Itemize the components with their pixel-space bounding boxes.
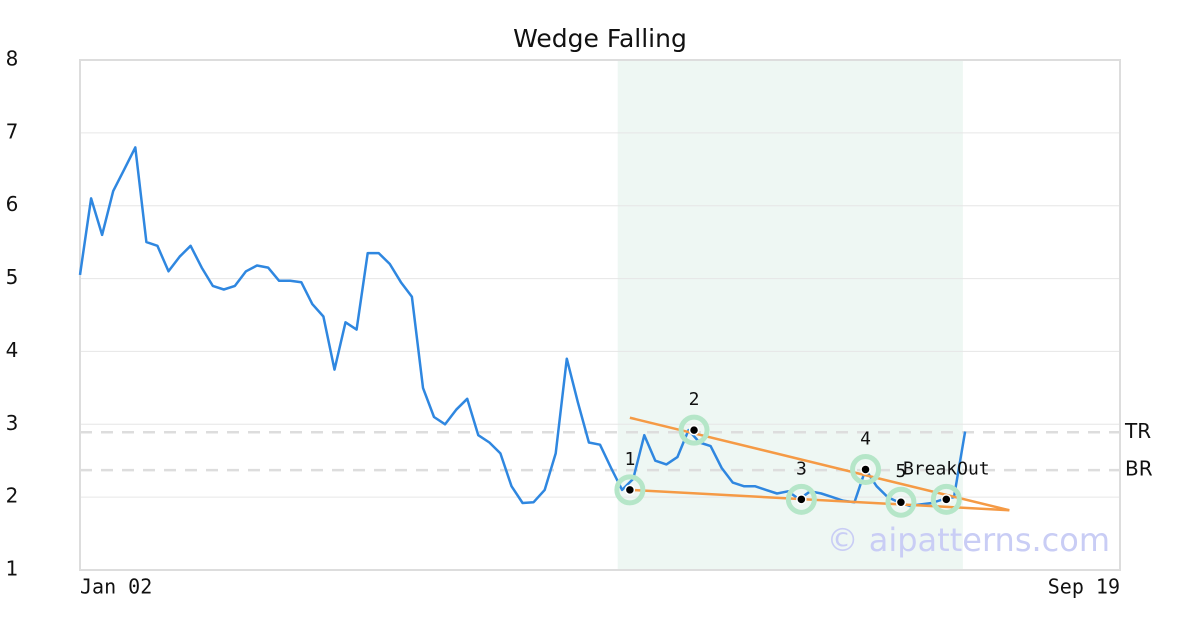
- y-tick-label: 6: [6, 192, 19, 216]
- pattern-point-halo: [678, 414, 710, 446]
- pattern-point: [624, 484, 636, 496]
- pattern-point-label: 2: [689, 389, 700, 410]
- pattern-point-halo: [850, 453, 882, 485]
- pattern-point-halo: [614, 474, 646, 506]
- y-tick-label: 3: [6, 411, 19, 435]
- pattern-point-halo: [885, 486, 917, 518]
- pattern-point-label: 3: [796, 458, 807, 479]
- pattern-point: [688, 424, 700, 436]
- plot-frame: [79, 59, 1121, 571]
- level-label: BR: [1125, 457, 1153, 481]
- pattern-point: [895, 496, 907, 508]
- price-line: [78, 146, 967, 508]
- trend-line: [629, 488, 1010, 512]
- y-tick-label: 2: [6, 484, 19, 508]
- y-tick-label: 8: [6, 47, 19, 71]
- watermark: © aipatterns.com: [827, 521, 1110, 559]
- y-tick-label: 4: [6, 338, 19, 362]
- chart-title: Wedge Falling: [513, 24, 687, 53]
- pattern-point-label: 4: [860, 428, 871, 449]
- x-tick-label: Sep 19: [1048, 575, 1120, 599]
- pattern-point-halo: [930, 483, 962, 515]
- pattern-point: [941, 494, 952, 505]
- y-tick-label: 1: [6, 557, 19, 581]
- pattern-point: [860, 464, 871, 475]
- pattern-point-label: 1: [624, 449, 635, 470]
- pattern-point-label: 5: [896, 461, 907, 482]
- y-tick-label: 5: [6, 265, 19, 289]
- pattern-point-halo: [785, 483, 817, 515]
- x-tick-label: Jan 02: [80, 575, 152, 599]
- pattern-point-label: BreakOut: [903, 458, 990, 479]
- y-tick-label: 7: [6, 119, 19, 143]
- level-label: TR: [1124, 419, 1151, 443]
- pattern-point: [796, 494, 807, 505]
